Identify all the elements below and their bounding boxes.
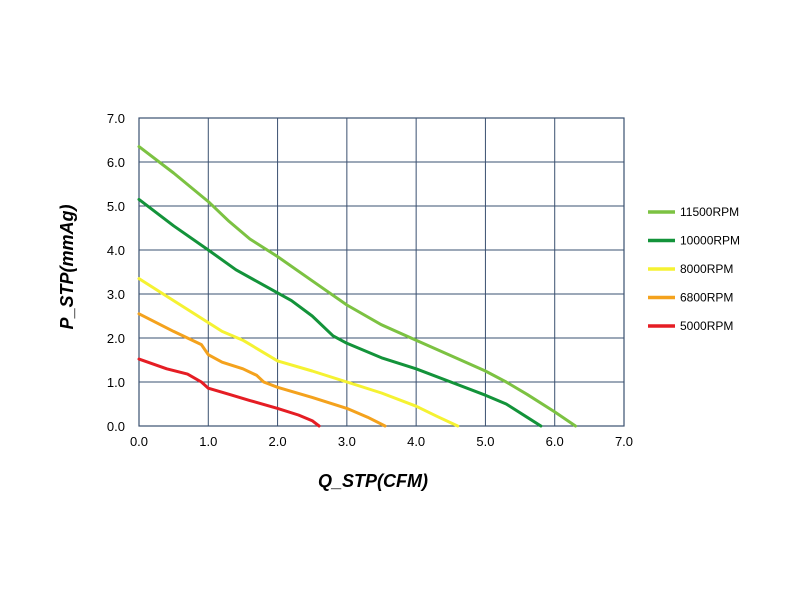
x-axis-title: Q_STP(CFM) xyxy=(318,471,428,491)
x-tick-label: 0.0 xyxy=(130,434,148,449)
series-line-11500rpm xyxy=(137,145,577,428)
y-tick-label: 2.0 xyxy=(107,331,125,346)
legend-label: 8000RPM xyxy=(680,262,733,276)
x-tick-label: 7.0 xyxy=(615,434,633,449)
x-tick-label: 1.0 xyxy=(199,434,217,449)
y-tick-label: 6.0 xyxy=(107,155,125,170)
x-tick-label: 5.0 xyxy=(476,434,494,449)
grid xyxy=(138,117,625,427)
series-line-8000rpm xyxy=(137,277,460,428)
x-tick-label: 6.0 xyxy=(546,434,564,449)
y-axis-ticks: 0.0 1.0 2.0 3.0 4.0 5.0 6.0 7.0 xyxy=(107,111,125,434)
y-axis-title: P_STP(mmAg) xyxy=(57,204,77,329)
x-axis-ticks: 0.0 1.0 2.0 3.0 4.0 5.0 6.0 7.0 xyxy=(130,434,633,449)
legend-label: 6800RPM xyxy=(680,291,733,305)
y-tick-label: 7.0 xyxy=(107,111,125,126)
y-tick-label: 4.0 xyxy=(107,243,125,258)
x-tick-label: 2.0 xyxy=(269,434,287,449)
x-tick-label: 3.0 xyxy=(338,434,356,449)
y-tick-label: 5.0 xyxy=(107,199,125,214)
series-line-10000rpm xyxy=(137,197,543,428)
legend: 11500RPM 10000RPM 8000RPM 6800RPM 5000RPM xyxy=(648,205,740,333)
x-tick-label: 4.0 xyxy=(407,434,425,449)
y-tick-label: 0.0 xyxy=(107,419,125,434)
legend-label: 5000RPM xyxy=(680,319,733,333)
series-line-5000rpm xyxy=(137,357,321,428)
plot-area xyxy=(138,117,625,427)
series-layer xyxy=(137,145,577,428)
legend-label: 10000RPM xyxy=(680,234,740,248)
series-line-6800rpm xyxy=(137,312,387,428)
legend-label: 11500RPM xyxy=(680,205,739,219)
y-tick-label: 1.0 xyxy=(107,375,125,390)
y-tick-label: 3.0 xyxy=(107,287,125,302)
